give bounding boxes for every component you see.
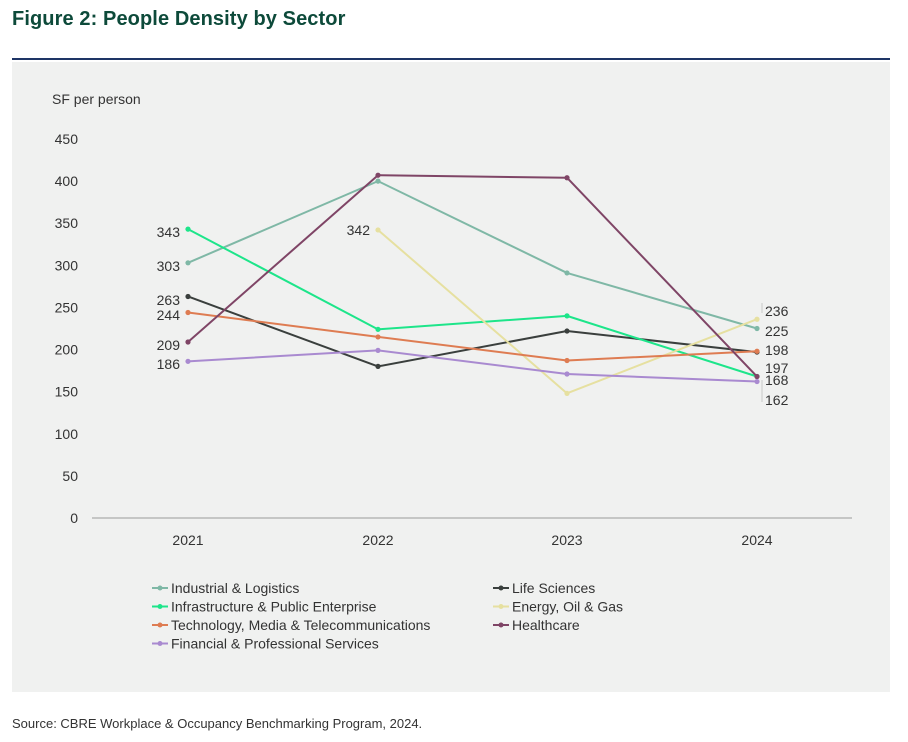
data-label: 198	[765, 342, 789, 358]
line-chart: SF per person 0 50 100 150 200 250 300 350 400 450…	[52, 91, 852, 652]
data-label: 236	[765, 303, 789, 319]
legend-marker-infrastructure-public-enterprise	[157, 604, 163, 609]
y-tick-label: 250	[55, 299, 79, 315]
legend-marker-healthcare	[498, 622, 504, 628]
data-point-industrial-logistics	[564, 270, 570, 276]
data-label: 244	[157, 307, 181, 323]
y-axis-title: SF per person	[52, 91, 141, 107]
source-note: Source: CBRE Workplace & Occupancy Bench…	[12, 716, 423, 731]
x-tick-label: 2024	[741, 532, 772, 548]
y-tick-label: 100	[55, 426, 79, 442]
legend-marker-life-sciences	[498, 585, 504, 591]
data-label: 209	[157, 337, 181, 353]
data-label: 225	[765, 323, 789, 339]
y-tick-label: 350	[55, 215, 79, 231]
data-point-technology-media-telecommunications	[185, 309, 191, 316]
data-point-healthcare	[564, 175, 570, 181]
data-label: 343	[157, 224, 181, 240]
legend-marker-industrial-logistics	[157, 585, 163, 591]
x-tick-label: 2022	[362, 532, 393, 548]
data-point-infrastructure-public-enterprise	[375, 326, 381, 332]
data-label: 303	[157, 258, 181, 274]
data-point-financial-professional-services	[754, 378, 760, 385]
data-point-healthcare	[375, 172, 381, 178]
figure-title: Figure 2: People Density by Sector	[12, 8, 346, 30]
y-tick-label: 0	[70, 510, 78, 526]
data-point-healthcare	[185, 339, 191, 345]
data-label: 197	[765, 360, 789, 376]
data-point-technology-media-telecommunications	[754, 348, 760, 354]
y-tick-label: 150	[55, 384, 79, 400]
data-label: 263	[157, 292, 181, 308]
data-label: 168	[765, 372, 789, 388]
data-point-financial-professional-services	[185, 358, 191, 364]
legend-label-financial-professional-services: Financial & Professional Services	[171, 636, 379, 652]
legend-label-infrastructure-public-enterprise: Infrastructure & Public Enterprise	[171, 599, 377, 615]
data-point-infrastructure-public-enterprise	[564, 313, 570, 319]
data-point-energy-oil-gas	[375, 227, 381, 233]
data-point-life-sciences	[375, 363, 381, 369]
data-point-industrial-logistics	[185, 260, 191, 266]
legend-label-industrial-logistics: Industrial & Logistics	[171, 580, 299, 596]
data-point-industrial-logistics	[754, 325, 760, 332]
data-point-infrastructure-public-enterprise	[185, 226, 191, 232]
series-line-technology-media-telecommunications	[187, 311, 758, 362]
series-line-industrial-logistics	[187, 180, 758, 330]
legend-label-life-sciences: Life Sciences	[512, 580, 595, 596]
legend-marker-technology-media-telecommunications	[157, 622, 163, 628]
y-tick-label: 400	[55, 173, 79, 189]
x-tick-label: 2023	[551, 532, 582, 548]
data-label: 186	[157, 356, 181, 372]
data-point-financial-professional-services	[375, 347, 381, 353]
series-line-financial-professional-services	[187, 349, 758, 383]
x-tick-label: 2021	[172, 532, 203, 548]
legend-marker-financial-professional-services	[157, 641, 163, 646]
data-point-technology-media-telecommunications	[375, 334, 381, 340]
y-tick-label: 50	[62, 468, 78, 484]
data-point-healthcare	[754, 373, 760, 380]
y-tick-label: 300	[55, 257, 79, 273]
data-point-financial-professional-services	[564, 371, 570, 377]
legend-label-technology-media-telecommunications: Technology, Media & Telecommunications	[171, 617, 430, 633]
y-tick-label: 450	[55, 131, 79, 147]
data-point-energy-oil-gas	[564, 390, 570, 396]
legend-marker-energy-oil-gas	[498, 604, 504, 609]
data-point-technology-media-telecommunications	[564, 357, 570, 364]
title-rule	[12, 58, 890, 60]
series-line-healthcare	[187, 174, 758, 378]
data-label: 162	[765, 392, 789, 408]
data-point-life-sciences	[185, 293, 191, 300]
data-point-industrial-logistics	[375, 178, 381, 184]
series-line-infrastructure-public-enterprise	[187, 228, 758, 378]
y-tick-label: 200	[55, 342, 79, 358]
data-label: 342	[347, 222, 371, 238]
data-point-life-sciences	[564, 328, 570, 334]
chart-panel: SF per person 0 50 100 150 200 250 300 350 400 450…	[12, 62, 890, 692]
legend-label-healthcare: Healthcare	[512, 617, 580, 633]
data-point-energy-oil-gas	[754, 316, 760, 322]
legend-label-energy-oil-gas: Energy, Oil & Gas	[512, 599, 623, 615]
